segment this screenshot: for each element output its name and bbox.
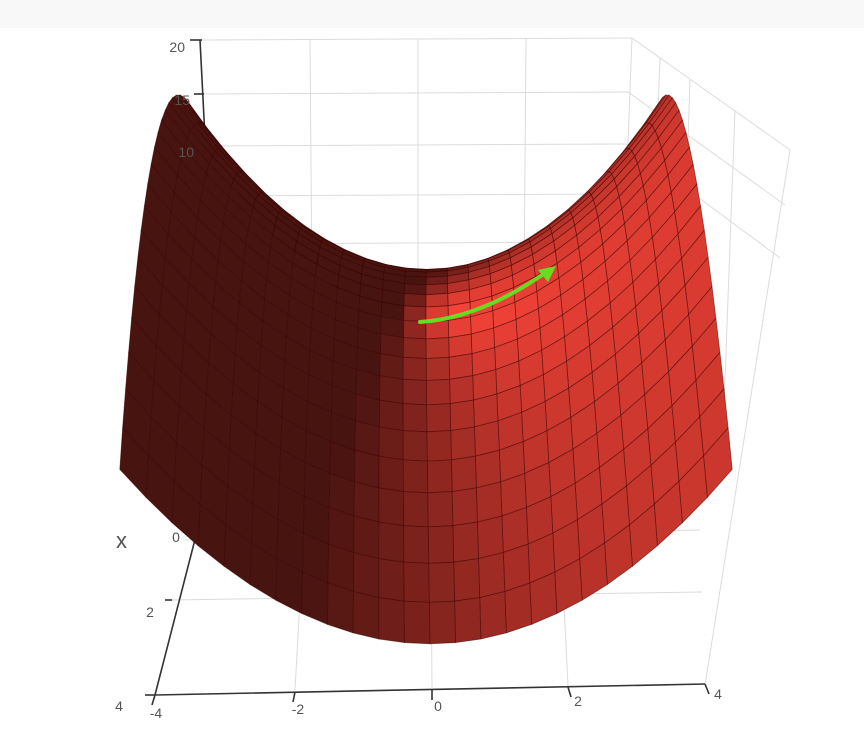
surface-cell: [475, 481, 503, 523]
surface-cell: [402, 337, 427, 359]
surface-cell: [425, 356, 451, 381]
surface-cell: [378, 597, 405, 644]
surface-cell: [402, 378, 428, 406]
surface-cell: [402, 403, 428, 433]
z-tick-label: 15: [174, 92, 190, 108]
x-axis-line: [154, 519, 201, 696]
y-tick-label: 0: [434, 698, 442, 714]
surface-cell: [426, 430, 452, 462]
gridline: [207, 193, 625, 197]
surface-cell: [425, 378, 451, 406]
surface-cell: [378, 455, 404, 493]
surface-cell: [402, 491, 429, 528]
surface-cell: [425, 293, 449, 308]
surface-cell: [428, 561, 456, 603]
surface-cell: [426, 403, 452, 433]
surface-cell: [402, 356, 427, 381]
y-tick: [292, 691, 296, 703]
surface-cell: [428, 600, 456, 645]
surface-cell: [402, 459, 429, 494]
surface-cell: [449, 399, 475, 432]
surface-cell: [327, 582, 354, 634]
surface-cell: [450, 455, 477, 493]
surface-cell: [448, 353, 474, 380]
gridline: [203, 91, 629, 95]
surface-cell: [479, 590, 507, 640]
surface-cell: [454, 597, 482, 644]
surface-cell: [378, 426, 404, 461]
surface-cell: [478, 551, 506, 599]
surface-cell: [403, 600, 431, 645]
surface-cell: [425, 337, 450, 359]
surface-cell: [378, 487, 405, 527]
z-tick-label: 20: [169, 39, 185, 55]
surface-cell: [353, 515, 380, 560]
surface-cell: [449, 375, 474, 405]
surface-cell: [378, 521, 405, 563]
surface-cell: [448, 333, 473, 358]
surface-cell: [403, 561, 430, 603]
surface-cell: [451, 487, 478, 527]
gridline: [205, 143, 627, 147]
z-tick-label: 10: [178, 144, 194, 160]
annotation-arrowhead: [538, 266, 556, 282]
x-axis-title: x: [116, 528, 127, 553]
surface-cell: [352, 590, 380, 640]
y-tick-label: -4: [150, 705, 163, 721]
x-tick-label: 2: [146, 604, 154, 620]
surface-cell: [427, 491, 454, 528]
surface-cell: [402, 430, 428, 462]
surface-cell: [378, 399, 404, 432]
gridline: [704, 149, 791, 686]
surface-cell: [476, 515, 504, 560]
y-tick: [704, 683, 710, 695]
surface-mesh: [119, 94, 733, 645]
surface-cell: [379, 333, 404, 358]
surface-cell: [379, 375, 404, 405]
surface-cell: [353, 481, 380, 523]
gridline: [201, 37, 633, 41]
y-tick-label: 4: [714, 686, 722, 702]
surface-cell: [403, 305, 427, 323]
surface-cell: [425, 283, 449, 296]
surface-cell: [354, 449, 380, 489]
y-tick: [151, 694, 156, 706]
surface-cell: [452, 521, 479, 563]
x-tick-label: 0: [172, 529, 180, 545]
surface-cell: [379, 353, 404, 380]
gridline: [631, 37, 791, 151]
y-tick-label: -2: [292, 701, 305, 717]
surface-cell: [403, 525, 430, 564]
annotation-arrow: [418, 271, 547, 324]
surface-cell: [453, 558, 481, 602]
surface-cell: [352, 551, 380, 599]
surface-cell: [426, 459, 453, 494]
y-tick-label: 2: [574, 693, 582, 709]
surface-cell: [403, 283, 427, 296]
x-tick-label: 4: [115, 698, 123, 714]
surface-cell: [474, 449, 502, 489]
top-bar: [0, 0, 864, 28]
surface-cell: [425, 320, 450, 340]
y-tick: [567, 686, 572, 698]
surface-cell: [504, 582, 533, 634]
y-axis-line: [154, 683, 706, 696]
surface-cell: [427, 525, 455, 564]
surface-cell: [378, 558, 405, 602]
surface-cell: [403, 293, 427, 308]
surface-cell: [450, 426, 476, 461]
